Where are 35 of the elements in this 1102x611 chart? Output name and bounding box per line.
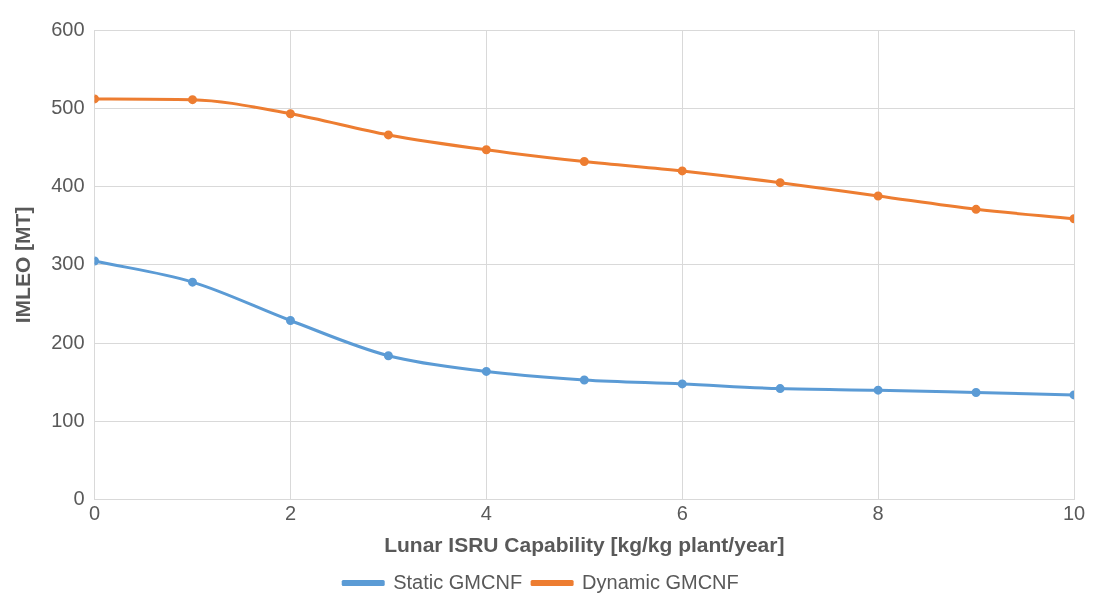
point xyxy=(873,191,883,201)
x-tick-label: 0 xyxy=(89,502,101,525)
legend-label: Static GMCNF xyxy=(393,570,523,593)
point xyxy=(579,375,589,385)
point xyxy=(481,366,491,376)
point xyxy=(188,277,198,287)
point xyxy=(188,95,198,105)
point xyxy=(579,157,589,167)
point xyxy=(285,315,295,325)
point xyxy=(971,388,981,398)
y-tick-label: 100 xyxy=(51,409,85,432)
point xyxy=(383,351,393,361)
x-tick-label: 6 xyxy=(676,502,688,525)
point xyxy=(677,379,687,389)
point xyxy=(285,109,295,119)
y-tick-label: 600 xyxy=(51,17,85,40)
point xyxy=(383,130,393,140)
x-tick-label: 10 xyxy=(1062,502,1086,525)
x-tick-label: 8 xyxy=(872,502,884,525)
point xyxy=(677,166,687,176)
y-tick-label: 300 xyxy=(51,252,85,275)
point xyxy=(481,145,491,155)
point xyxy=(873,385,883,395)
legend-label: Dynamic GMCNF xyxy=(582,570,739,593)
y-tick-label: 500 xyxy=(51,95,85,118)
point xyxy=(775,178,785,188)
point xyxy=(971,204,981,214)
y-tick-label: 400 xyxy=(51,174,85,197)
point xyxy=(775,384,785,394)
y-tick-label: 200 xyxy=(51,330,85,353)
x-axis-title: Lunar ISRU Capability [kg/kg plant/year] xyxy=(384,533,785,557)
x-tick-label: 2 xyxy=(284,502,297,525)
y-axis-title: IMLEO [MT] xyxy=(11,206,35,324)
x-tick-label: 4 xyxy=(480,502,492,525)
y-tick-label: 0 xyxy=(73,487,85,510)
